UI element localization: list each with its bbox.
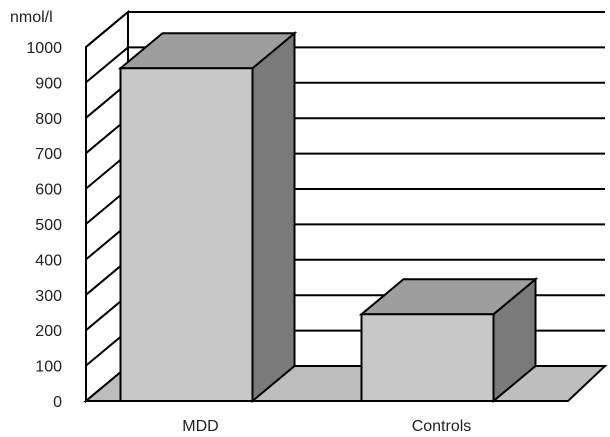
bar-front-face xyxy=(119,67,254,403)
side-wall-gridline xyxy=(85,46,129,84)
y-tick-label: 500 xyxy=(35,217,62,234)
y-tick-label: 200 xyxy=(35,323,62,340)
bar-side-face xyxy=(251,31,296,404)
bar xyxy=(358,277,539,404)
side-wall-gridline xyxy=(85,11,129,48)
y-tick-label: 800 xyxy=(35,111,62,128)
y-tick-label: 300 xyxy=(35,288,62,305)
x-tick-label: MDD xyxy=(182,418,218,435)
y-tick-label: 600 xyxy=(35,182,62,199)
y-tick-label: 700 xyxy=(35,146,62,163)
y-axis-ticks: 0 100 200 300 400 500 600 700 800 900 1000 xyxy=(26,40,62,411)
y-tick-label: 0 xyxy=(53,394,62,411)
y-tick-label: 1000 xyxy=(26,40,62,57)
y-tick-label: 400 xyxy=(35,252,62,269)
y-tick-label: 900 xyxy=(35,75,62,92)
bar xyxy=(117,31,298,404)
x-tick-label: Controls xyxy=(412,418,472,435)
bars xyxy=(117,31,539,404)
bar-front-face xyxy=(360,313,495,402)
y-axis-unit-label: nmol/l xyxy=(10,9,53,26)
x-axis-ticks: MDD Controls xyxy=(182,418,471,435)
y-tick-label: 100 xyxy=(35,359,62,376)
